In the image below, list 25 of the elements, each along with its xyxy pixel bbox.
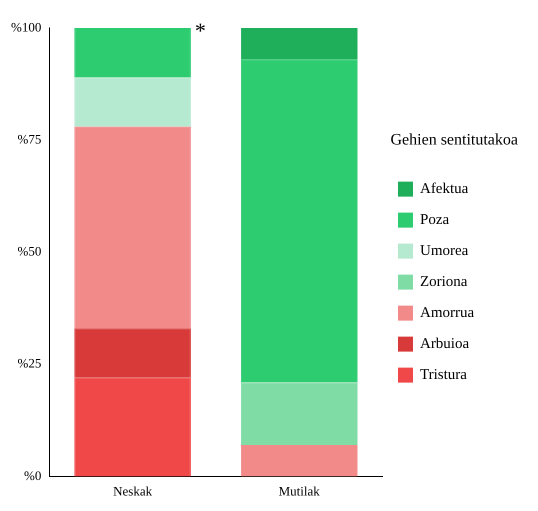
legend-label: Poza <box>420 212 450 228</box>
y-tick-label: %75 <box>17 132 42 147</box>
y-tick-label: %25 <box>17 356 42 371</box>
y-tick-label: %50 <box>17 244 42 259</box>
bar <box>240 28 358 60</box>
legend-label: Umorea <box>420 243 469 260</box>
legend-label: Zoriona <box>420 274 468 290</box>
annotation: * <box>194 18 206 43</box>
legend-label: Amorrua <box>420 305 474 322</box>
x-tick-label: Mutilak <box>278 484 320 499</box>
bar <box>74 378 191 476</box>
bar <box>74 328 191 378</box>
legend-title: Gehien sentitutakoa <box>390 132 518 149</box>
bar <box>74 28 191 78</box>
legend-label: Afektua <box>420 181 469 198</box>
y-tick-label: %0 <box>24 468 42 483</box>
y-tick-label: %100 <box>10 19 42 34</box>
bar <box>240 382 358 446</box>
legend-label: Arbuioa <box>420 336 470 352</box>
bar <box>240 445 358 476</box>
x-tick-label: Neskak <box>113 484 153 499</box>
bar <box>240 59 358 382</box>
bar <box>74 126 191 328</box>
bar <box>74 77 191 127</box>
legend-label: Tristura <box>420 367 468 384</box>
